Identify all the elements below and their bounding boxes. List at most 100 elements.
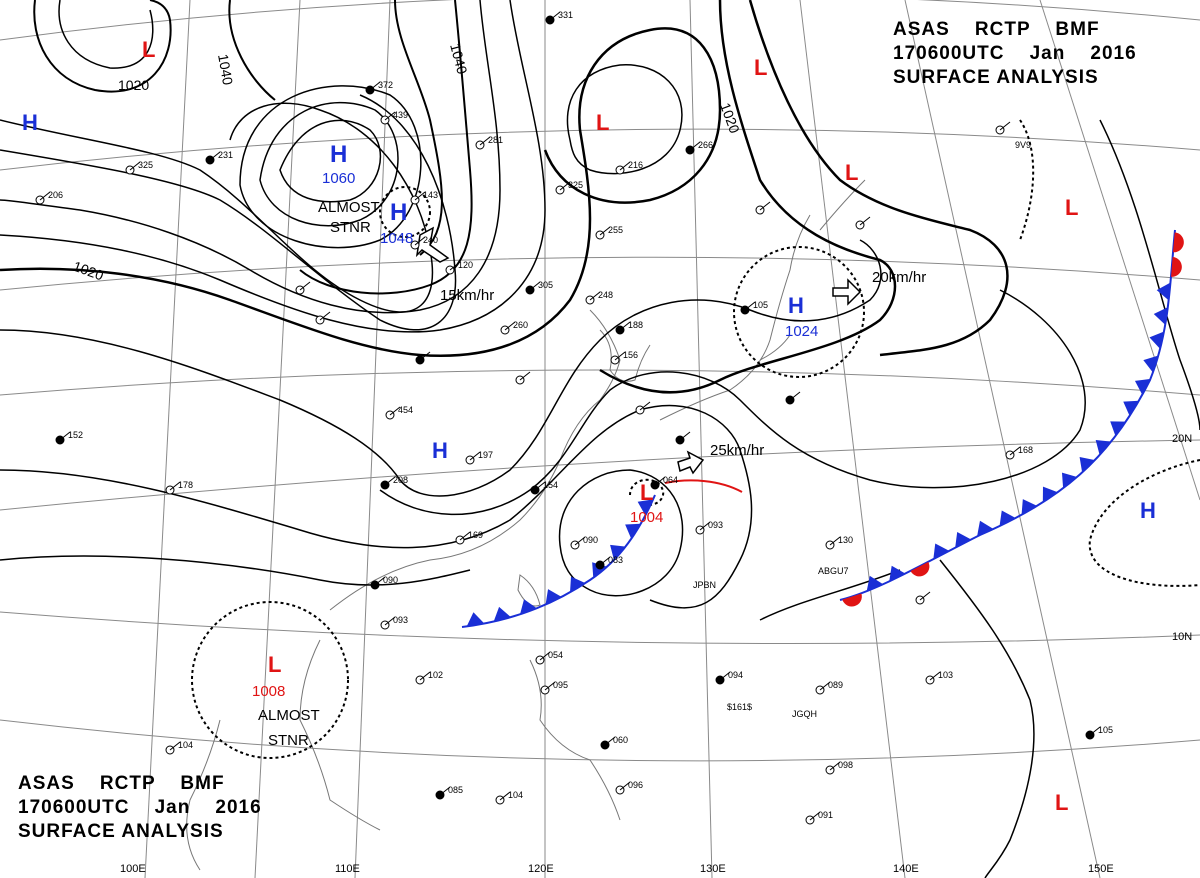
station-pressure: 095: [553, 680, 568, 690]
wind-barb: [549, 11, 561, 21]
motion-arrows: [415, 226, 862, 475]
wind-barb: [759, 201, 771, 211]
station-plot: 216: [615, 160, 643, 175]
low-center-label: L: [1055, 790, 1068, 815]
station-plot: 143: [410, 190, 438, 205]
low-center-label: L: [142, 37, 155, 62]
station-plot: 281: [475, 135, 503, 150]
wind-barb: [539, 651, 551, 661]
stationary-note-line2: STNR: [268, 732, 309, 749]
latitude-line: [0, 439, 1200, 511]
station-pressure: 104: [508, 790, 523, 800]
station-plot: 255: [595, 225, 623, 240]
motion-arrow-low: [677, 450, 705, 475]
cold-front-triangle: [1061, 472, 1078, 489]
wind-barb: [384, 111, 396, 121]
wind-barb: [449, 261, 461, 271]
ship-call: JGQH: [792, 709, 817, 719]
cold-front-triangle: [1042, 486, 1058, 503]
station-plot: 105: [1085, 725, 1113, 740]
station-plot: 266: [685, 140, 713, 155]
station-plot: 372: [365, 80, 393, 95]
latitude-line: [0, 369, 1200, 396]
station-plot: [675, 431, 691, 445]
station-plot: 083: [595, 555, 623, 570]
wind-barb: [604, 736, 616, 746]
station-pressure: 103: [938, 670, 953, 680]
station-pressure: 154: [543, 480, 558, 490]
cold-front-triangle: [1156, 282, 1171, 301]
station-pressure: 090: [583, 535, 598, 545]
station-pressure: 439: [393, 110, 408, 120]
low-center-label: L: [845, 160, 858, 185]
station-pressure: 098: [838, 760, 853, 770]
station-pressure: 325: [138, 160, 153, 170]
front-marks: [466, 232, 1184, 627]
ship-call: $161$: [727, 702, 752, 712]
coastlines: [186, 179, 866, 871]
stationary-note-line2: STNR: [330, 219, 371, 236]
wind-barb: [39, 191, 51, 201]
isobar: [1099, 119, 1200, 431]
cold-front-triangle: [1149, 331, 1165, 350]
station-pressure: 156: [623, 350, 638, 360]
station-plot: 152: [55, 430, 83, 445]
station-plot: 240: [410, 235, 438, 250]
station-plot: 085: [435, 785, 463, 800]
isobar-dashed-ne: [1019, 119, 1035, 241]
isobar-1040: [299, 0, 473, 295]
meridian-130e: [689, 0, 713, 878]
wind-barb: [679, 431, 691, 441]
high-center-value: 1048: [380, 230, 413, 247]
station-plot: 094: [715, 670, 743, 685]
meridian: [1039, 0, 1200, 501]
cold-front-triangle: [466, 612, 485, 627]
high-center-value: 1024: [785, 323, 818, 340]
station-plot: 105: [740, 300, 768, 315]
station-plot: 206: [35, 190, 63, 205]
motion-arrow-east: [832, 278, 862, 306]
wind-barb: [499, 791, 511, 801]
lon-label-140e: 140E: [893, 863, 919, 875]
wind-barb: [129, 161, 141, 171]
station-plot: [415, 351, 431, 365]
wind-barb: [529, 281, 541, 291]
isobar-dashed-high-small: [379, 186, 431, 238]
station-pressure: 064: [663, 475, 678, 485]
cold-front-triangle: [1110, 421, 1127, 437]
station-plot: 093: [380, 615, 408, 630]
low-center-label: L: [1065, 195, 1078, 220]
wind-barb: [589, 291, 601, 301]
header-bottom: ASAS RCTP BMF 170600UTC Jan 2016 SURFACE…: [18, 772, 262, 844]
latitude-line: [0, 719, 1200, 762]
stationary-note-line1: ALMOST: [318, 199, 380, 216]
wind-barb: [414, 191, 426, 201]
dashed-isobars: [191, 119, 1200, 759]
station-plots: 331 281 216 266 325 255 305 248 260 188 156 197 154 1…: [35, 10, 1113, 825]
cold-front-triangle: [933, 543, 950, 560]
wind-barb: [519, 371, 531, 381]
wind-barb: [534, 481, 546, 491]
isobar: [759, 569, 901, 621]
coast-philippines: [529, 659, 621, 821]
wind-barb: [169, 481, 181, 491]
wind-barb: [369, 81, 381, 91]
wind-barb: [999, 121, 1011, 131]
station-plot: 095: [540, 680, 568, 695]
isobar-label-1020: 1020: [71, 258, 106, 284]
station-plot: [755, 201, 771, 215]
station-pressure: 090: [383, 575, 398, 585]
isobar-label-1040: 1040: [447, 42, 471, 76]
wind-barb: [544, 681, 556, 691]
cold-front-triangle: [637, 499, 654, 516]
isobar: [0, 0, 501, 314]
wind-barb: [719, 671, 731, 681]
station-plot: 120: [445, 260, 473, 275]
isobar-dashed-low: [191, 601, 349, 759]
cold-front-triangle: [1079, 457, 1096, 473]
wind-barb: [599, 226, 611, 236]
high-center-label: H: [390, 199, 407, 226]
isobar: [0, 555, 471, 586]
station-plot: 130: [825, 535, 853, 550]
